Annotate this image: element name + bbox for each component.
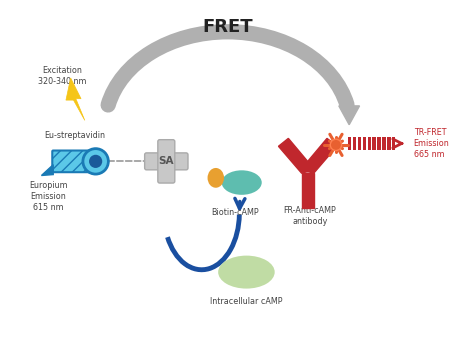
FancyBboxPatch shape <box>392 137 395 150</box>
FancyBboxPatch shape <box>373 137 376 150</box>
Text: TR-FRET
Emission
665 nm: TR-FRET Emission 665 nm <box>414 128 449 159</box>
Text: Biotin-cAMP: Biotin-cAMP <box>211 208 258 217</box>
Text: Intracellular cAMP: Intracellular cAMP <box>210 297 283 306</box>
Ellipse shape <box>218 256 275 289</box>
Ellipse shape <box>208 168 224 188</box>
FancyBboxPatch shape <box>357 137 361 150</box>
Circle shape <box>89 155 102 168</box>
Text: FR-Anti-cAMP
antibody: FR-Anti-cAMP antibody <box>283 205 337 226</box>
FancyBboxPatch shape <box>348 137 351 150</box>
Polygon shape <box>301 138 337 173</box>
Polygon shape <box>301 173 314 207</box>
FancyBboxPatch shape <box>383 137 385 150</box>
Text: Eu-streptavidin: Eu-streptavidin <box>44 131 105 140</box>
Polygon shape <box>41 165 53 176</box>
Circle shape <box>330 139 342 151</box>
Polygon shape <box>278 138 315 173</box>
FancyBboxPatch shape <box>377 137 381 150</box>
FancyBboxPatch shape <box>387 137 391 150</box>
Ellipse shape <box>222 170 262 195</box>
Circle shape <box>83 148 109 174</box>
FancyBboxPatch shape <box>363 137 366 150</box>
FancyBboxPatch shape <box>158 140 175 183</box>
FancyBboxPatch shape <box>353 137 356 150</box>
Polygon shape <box>339 106 360 125</box>
Polygon shape <box>66 78 85 120</box>
FancyBboxPatch shape <box>367 137 371 150</box>
Text: SA: SA <box>159 156 174 166</box>
Text: Excitation
320-340 nm: Excitation 320-340 nm <box>38 66 87 86</box>
Text: Europium
Emission
615 nm: Europium Emission 615 nm <box>29 181 68 212</box>
FancyBboxPatch shape <box>52 151 94 172</box>
Text: FRET: FRET <box>202 18 253 36</box>
FancyBboxPatch shape <box>145 153 188 170</box>
